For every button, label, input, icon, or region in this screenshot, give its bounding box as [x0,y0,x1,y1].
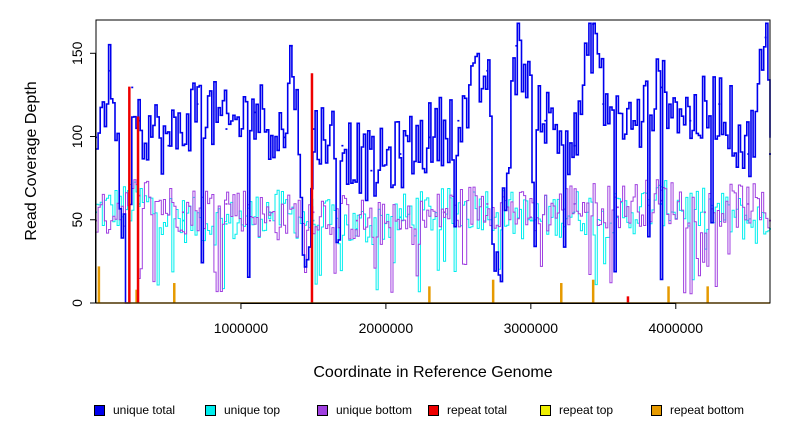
legend-item-repeat-total: repeat total [428,400,507,420]
legend-swatch [317,404,328,416]
y-tick-label: 150 [69,41,85,65]
legend-label: repeat top [559,403,614,417]
legend-item-unique-top: unique top [205,400,280,420]
x-tick-label: 1000000 [214,320,269,336]
x-axis-label: Coordinate in Reference Genome [313,364,552,381]
legend-label: repeat bottom [670,403,745,417]
legend-swatch [205,404,216,416]
y-tick-label: 100 [69,125,85,149]
legend-item-unique-bottom: unique bottom [317,400,412,420]
legend-label: unique top [224,403,281,417]
legend-label: unique total [113,403,176,417]
legend-item-unique-total: unique total [94,400,175,420]
legend-swatch [428,404,439,416]
x-tick-label: 3000000 [504,320,559,336]
y-tick-label: 0 [69,299,85,307]
legend-swatch [540,404,551,416]
coverage-chart: 0 50 100 150 1000000 2000000 3000000 4000000 C… [23,19,771,381]
series-line-unique-bottom [96,179,771,295]
legend: unique total unique top unique bottom repea… [0,400,792,420]
x-tick-label: 4000000 [649,320,704,336]
y-tick-label: 50 [69,212,85,228]
legend-label: repeat total [447,403,508,417]
legend-label: unique bottom [336,403,413,417]
y-axis-label: Read Coverage Depth [23,81,40,240]
legend-swatch [94,404,105,416]
series-line-unique-total [96,22,771,304]
legend-swatch [651,404,662,416]
x-tick-label: 2000000 [359,320,414,336]
legend-item-repeat-top: repeat top [540,400,613,420]
series-line-unique-top [96,180,771,293]
legend-item-repeat-bottom: repeat bottom [651,400,744,420]
